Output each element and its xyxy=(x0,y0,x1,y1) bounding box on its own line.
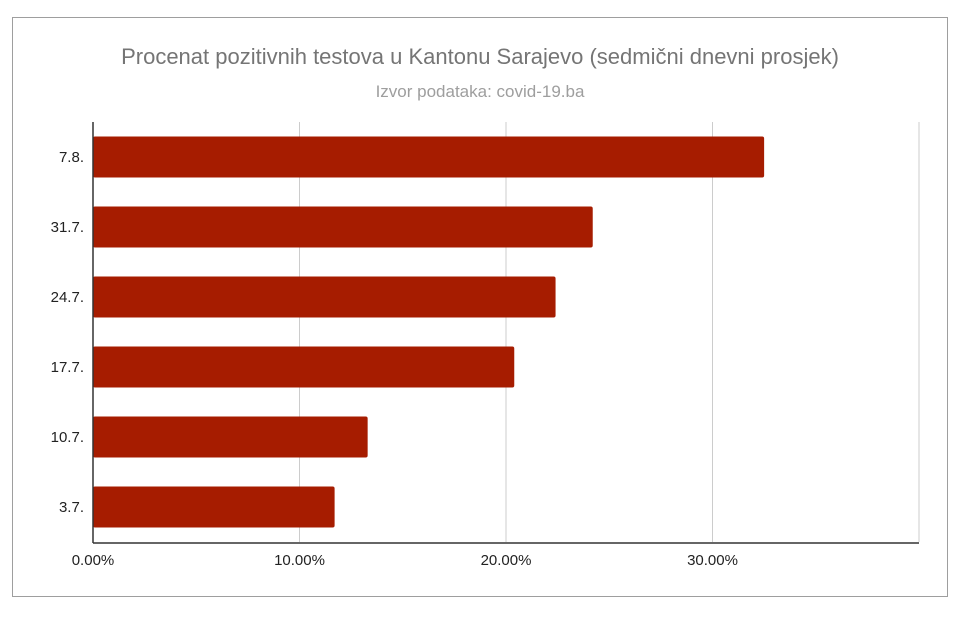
y-tick-label: 17.7. xyxy=(51,359,84,376)
tick-labels: 7.8. 31.7. 24.7. 17.7. 10.7. 3.7. 0.00% 10.00% 2… xyxy=(51,149,738,569)
x-tick-label: 0.00% xyxy=(72,552,115,569)
axes xyxy=(92,122,919,544)
bars xyxy=(93,136,765,528)
bar xyxy=(93,346,515,388)
chart-title: Procenat pozitivnih testova u Kantonu Sa… xyxy=(121,44,839,69)
x-tick-label: 10.00% xyxy=(274,552,325,569)
x-tick-label: 20.00% xyxy=(481,552,532,569)
x-tick-label: 30.00% xyxy=(687,552,738,569)
bar xyxy=(93,416,368,458)
y-tick-label: 7.8. xyxy=(59,149,84,166)
y-tick-label: 10.7. xyxy=(51,429,84,446)
bar xyxy=(93,276,556,318)
chart-subtitle: Izvor podataka: covid-19.ba xyxy=(375,82,585,101)
y-tick-label: 31.7. xyxy=(51,219,84,236)
bar xyxy=(93,136,765,178)
bar xyxy=(93,486,335,528)
bar xyxy=(93,206,593,248)
grid-lines xyxy=(299,122,920,542)
y-tick-label: 3.7. xyxy=(59,499,84,516)
y-tick-label: 24.7. xyxy=(51,289,84,306)
